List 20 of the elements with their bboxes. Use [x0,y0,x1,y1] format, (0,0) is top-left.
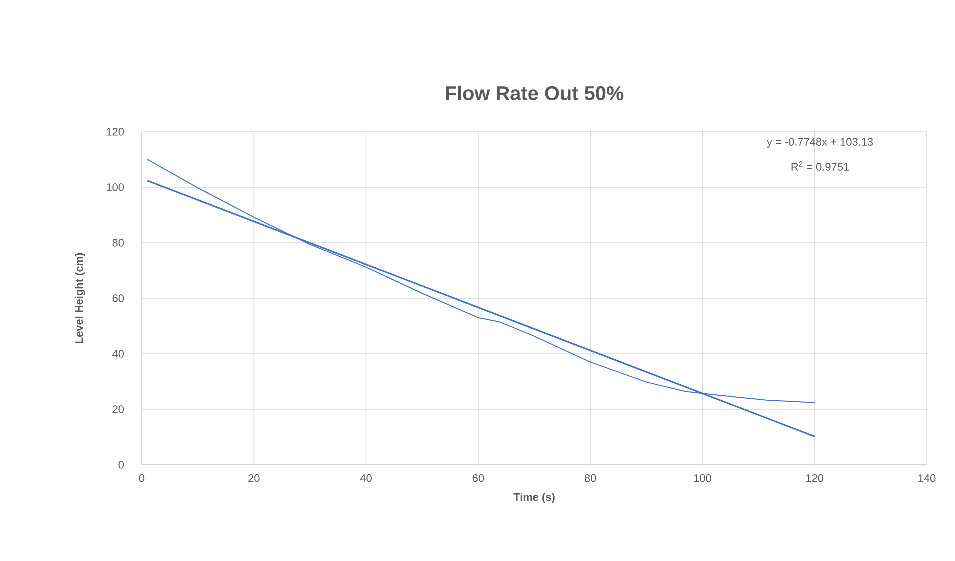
y-tick-label: 40 [112,350,124,358]
y-tick-label: 120 [107,128,124,136]
y-axis-title: Level Height (cm) [75,253,86,344]
y-tick-label: 100 [107,184,124,192]
x-axis-title: Time (s) [514,493,555,504]
chart-title: Flow Rate Out 50% [446,86,624,100]
x-tick-label: 80 [584,474,596,482]
x-tick-label: 140 [918,474,936,482]
x-tick-label: 60 [472,474,484,482]
annotation: y = -0.7748x + 103.13 [766,138,874,148]
x-tick-label: 20 [248,474,260,482]
x-tick-label: 40 [360,474,372,482]
x-tick-label: 100 [694,474,712,482]
y-tick-label: 20 [112,406,124,414]
y-tick-label: 60 [112,294,124,302]
x-tick-label: 0 [139,474,145,482]
y-tick-label: 0 [118,461,124,469]
y-tick-label: 80 [112,239,124,247]
annotation: R$^{2}$ = 0.9751 [792,162,850,171]
x-tick-label: 120 [806,474,824,482]
